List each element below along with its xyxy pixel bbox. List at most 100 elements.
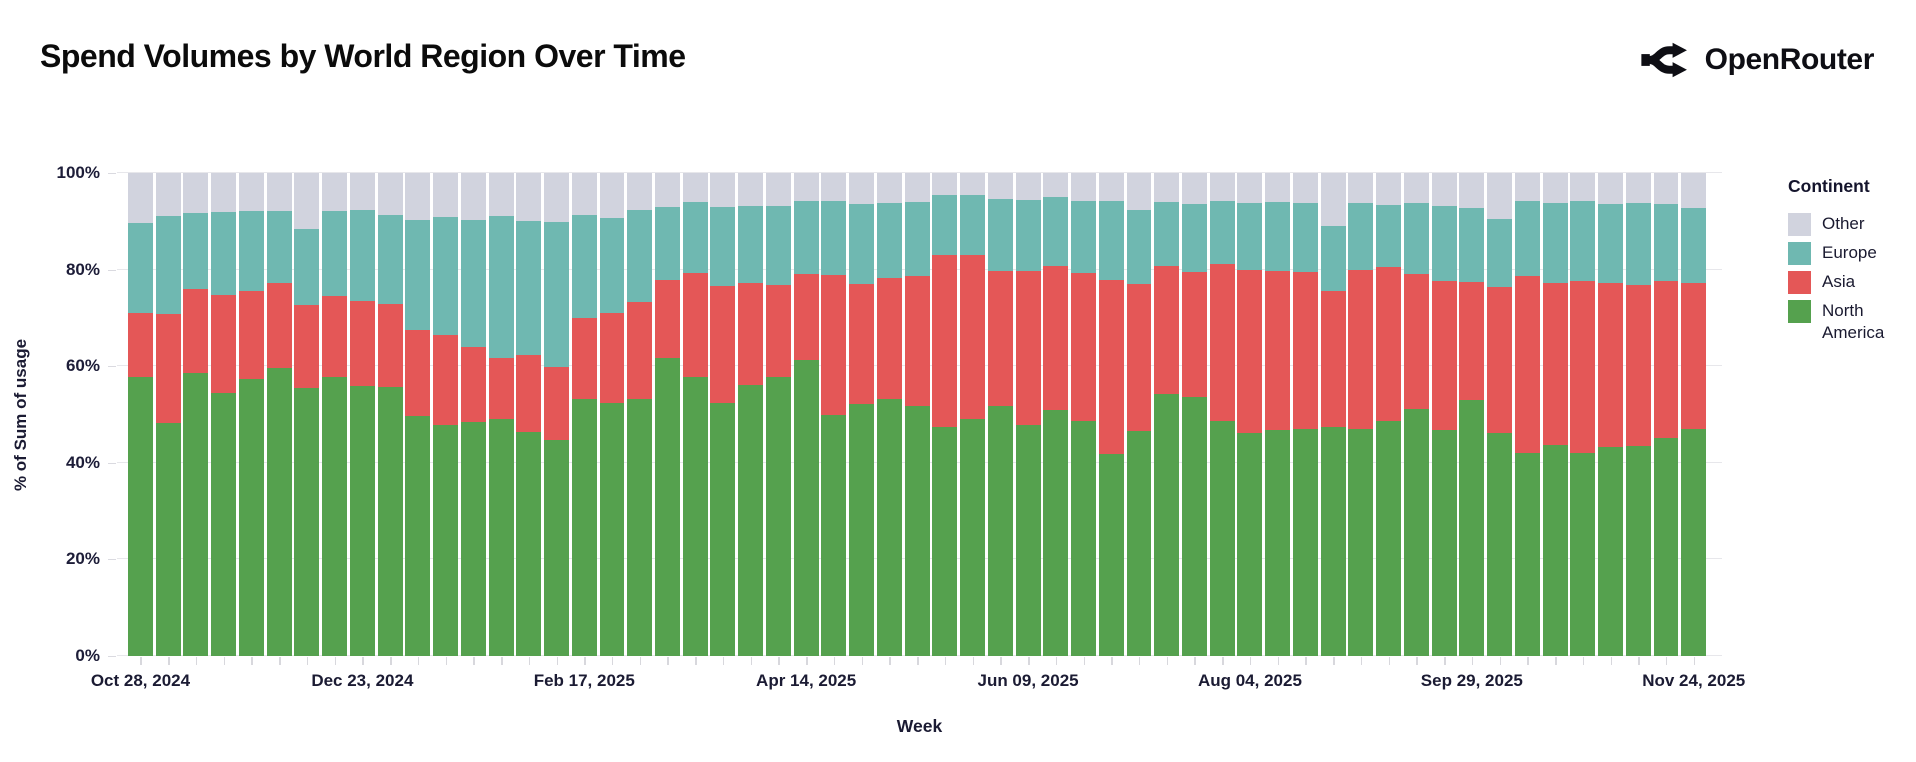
bar-segment-other[interactable] [876, 173, 902, 204]
bar-segment-north-america[interactable] [599, 402, 625, 656]
bar-segment-asia[interactable] [1237, 269, 1263, 433]
bar-segment-asia[interactable] [904, 276, 930, 407]
bar-segment-north-america[interactable] [1403, 408, 1429, 656]
bar-segment-other[interactable] [183, 173, 209, 214]
bar-segment-north-america[interactable] [821, 414, 847, 656]
bar-segment-asia[interactable] [1098, 280, 1124, 454]
bar-segment-north-america[interactable] [349, 386, 375, 656]
legend-item-europe[interactable]: Europe [1788, 242, 1913, 265]
bar-segment-north-america[interactable] [1043, 410, 1069, 656]
bar-segment-other[interactable] [266, 173, 292, 212]
bar-segment-europe[interactable] [682, 202, 708, 273]
bar-segment-europe[interactable] [1542, 202, 1568, 284]
bar-segment-europe[interactable] [1514, 201, 1540, 277]
bar-segment-north-america[interactable] [1598, 447, 1623, 656]
bar-segment-other[interactable] [155, 173, 181, 216]
bar-segment-asia[interactable] [128, 313, 153, 378]
bar-segment-other[interactable] [1514, 173, 1540, 202]
bar-segment-other[interactable] [238, 173, 264, 212]
bar-segment-europe[interactable] [793, 200, 819, 275]
bar-segment-asia[interactable] [960, 255, 986, 420]
bar-segment-other[interactable] [1625, 173, 1651, 203]
bar-segment-asia[interactable] [849, 283, 875, 405]
bar-segment-asia[interactable] [238, 291, 264, 379]
bar-segment-europe[interactable] [1431, 206, 1457, 281]
bar-segment-asia[interactable] [571, 317, 597, 399]
bar-segment-other[interactable] [405, 173, 431, 220]
bar-segment-north-america[interactable] [544, 440, 569, 656]
bar-segment-north-america[interactable] [1376, 420, 1402, 656]
bar-segment-asia[interactable] [599, 312, 625, 403]
bar-segment-other[interactable] [682, 173, 708, 203]
bar-segment-asia[interactable] [1514, 276, 1540, 453]
bar-segment-europe[interactable] [987, 198, 1013, 272]
bar-segment-other[interactable] [1487, 173, 1513, 219]
bar-segment-asia[interactable] [821, 275, 847, 415]
bar-segment-asia[interactable] [876, 277, 902, 399]
bar-segment-other[interactable] [1182, 173, 1207, 205]
bar-segment-asia[interactable] [1265, 271, 1291, 430]
bar-segment-asia[interactable] [1653, 280, 1679, 438]
bar-segment-other[interactable] [1292, 173, 1318, 203]
bar-segment-north-america[interactable] [1015, 425, 1041, 656]
bar-segment-asia[interactable] [1126, 284, 1152, 431]
bar-segment-europe[interactable] [544, 221, 569, 367]
bar-segment-north-america[interactable] [155, 422, 181, 656]
bar-segment-europe[interactable] [1209, 201, 1235, 264]
bar-segment-europe[interactable] [1598, 204, 1623, 284]
bar-segment-europe[interactable] [322, 210, 348, 296]
legend-item-asia[interactable]: Asia [1788, 271, 1913, 294]
bar-segment-europe[interactable] [433, 217, 459, 335]
bar-segment-north-america[interactable] [1237, 432, 1263, 656]
bar-segment-other[interactable] [349, 173, 375, 211]
bar-segment-europe[interactable] [765, 206, 791, 286]
bar-segment-other[interactable] [1570, 173, 1596, 202]
bar-segment-other[interactable] [765, 173, 791, 207]
bar-segment-other[interactable] [571, 173, 597, 215]
bar-segment-europe[interactable] [849, 204, 875, 284]
bar-segment-other[interactable] [821, 173, 847, 202]
bar-segment-asia[interactable] [738, 283, 764, 386]
bar-segment-asia[interactable] [1209, 263, 1235, 421]
bar-segment-asia[interactable] [211, 294, 237, 393]
bar-segment-asia[interactable] [627, 302, 653, 399]
bar-segment-north-america[interactable] [1653, 437, 1679, 656]
bar-segment-europe[interactable] [1292, 202, 1318, 273]
bar-segment-asia[interactable] [349, 301, 375, 387]
bar-segment-europe[interactable] [238, 211, 264, 292]
bar-segment-north-america[interactable] [1098, 453, 1124, 656]
bar-segment-north-america[interactable] [1542, 444, 1568, 656]
bar-segment-europe[interactable] [738, 206, 764, 284]
bar-segment-europe[interactable] [266, 211, 292, 284]
bar-segment-other[interactable] [1015, 173, 1041, 200]
bar-segment-europe[interactable] [1071, 200, 1096, 273]
bar-segment-asia[interactable] [516, 355, 542, 432]
bar-segment-other[interactable] [627, 173, 653, 211]
bar-segment-other[interactable] [377, 173, 403, 215]
bar-segment-north-america[interactable] [849, 404, 875, 656]
bar-segment-other[interactable] [460, 173, 486, 221]
bar-segment-other[interactable] [322, 173, 348, 211]
bar-segment-other[interactable] [211, 173, 237, 213]
bar-segment-north-america[interactable] [1265, 429, 1291, 656]
bar-segment-europe[interactable] [932, 195, 958, 256]
bar-segment-asia[interactable] [1320, 290, 1346, 428]
bar-segment-europe[interactable] [1403, 202, 1429, 275]
bar-segment-asia[interactable] [1625, 285, 1651, 447]
bar-segment-asia[interactable] [322, 295, 348, 378]
bar-segment-north-america[interactable] [1071, 421, 1096, 656]
bar-segment-europe[interactable] [1320, 226, 1346, 291]
bar-segment-north-america[interactable] [294, 388, 320, 656]
bar-segment-other[interactable] [1542, 173, 1568, 203]
bar-segment-north-america[interactable] [571, 398, 597, 656]
bar-segment-europe[interactable] [710, 206, 736, 287]
bar-segment-europe[interactable] [349, 210, 375, 301]
bar-segment-europe[interactable] [1265, 202, 1291, 272]
bar-segment-europe[interactable] [876, 203, 902, 278]
bar-segment-other[interactable] [1043, 173, 1069, 198]
bar-segment-other[interactable] [849, 173, 875, 205]
bar-segment-north-america[interactable] [488, 419, 514, 656]
bar-segment-europe[interactable] [211, 212, 237, 295]
bar-segment-other[interactable] [1459, 173, 1485, 208]
bar-segment-north-america[interactable] [1681, 429, 1707, 656]
